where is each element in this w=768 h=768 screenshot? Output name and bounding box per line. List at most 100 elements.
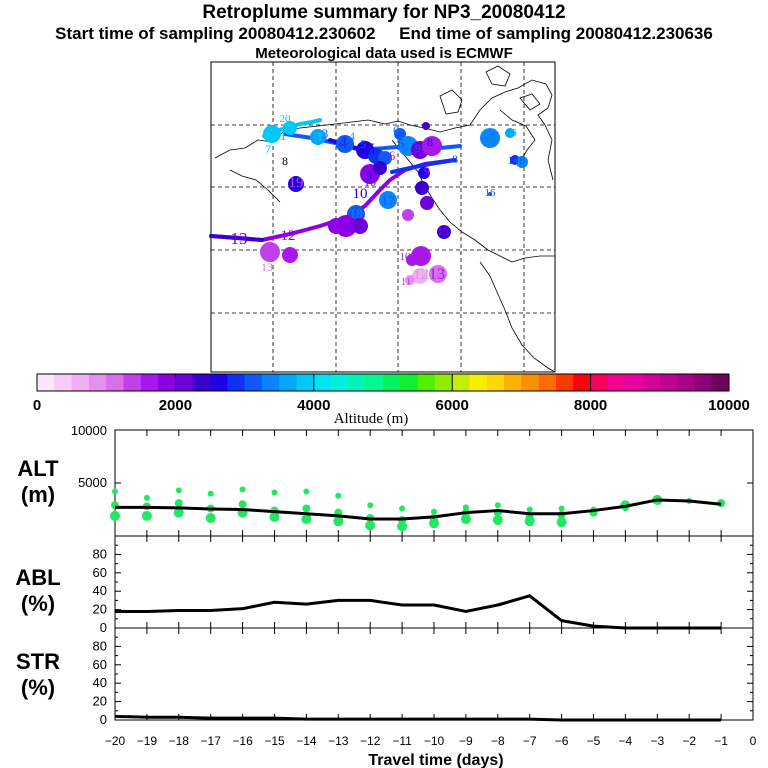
altitude-scatter-point bbox=[141, 510, 152, 521]
plume-day-label: 20 bbox=[280, 113, 292, 125]
colorbar-tick-label: 8000 bbox=[574, 397, 607, 414]
plume-cluster-dot bbox=[263, 125, 281, 143]
plume-day-label: 6 bbox=[393, 123, 399, 137]
x-tick-label: −1 bbox=[714, 734, 728, 748]
plume-day-label: 9 bbox=[415, 141, 421, 155]
altitude-scatter-point bbox=[173, 507, 184, 518]
y-tick-label: 80 bbox=[93, 546, 107, 561]
colorbar-cell bbox=[607, 374, 626, 391]
colorbar-cell bbox=[556, 374, 574, 391]
plume-cluster-dot bbox=[412, 268, 428, 284]
plume-cluster-dot bbox=[336, 135, 354, 153]
colorbar-cell bbox=[244, 374, 263, 391]
colorbar-cell bbox=[37, 374, 55, 391]
colorbar-cells bbox=[37, 374, 730, 391]
colorbar-cell bbox=[538, 374, 557, 391]
plume-cluster-dot bbox=[328, 218, 344, 234]
colorbar-cell bbox=[88, 374, 107, 391]
colorbar-cell bbox=[348, 374, 367, 391]
altitude-colorbar: 0 2000 4000 6000 8000 10000 Altitude (m) bbox=[33, 373, 750, 427]
altitude-scatter-point bbox=[333, 516, 344, 527]
y-tick-label: 40 bbox=[93, 675, 107, 690]
x-tick-label: −7 bbox=[523, 734, 537, 748]
time-series-panels: 100005000ALT(m)806040200ABL(%)806040200S… bbox=[15, 423, 756, 748]
plume-cluster-dot bbox=[437, 225, 451, 239]
plume-day-label: 16 bbox=[485, 187, 497, 199]
series-line bbox=[115, 498, 722, 521]
map-frame bbox=[210, 61, 556, 373]
x-tick-labels: −20 −19 −18 −17 −16 −15 −14 −13 −12 −11 −10 −9 −8 −7−… bbox=[105, 734, 757, 748]
plume-cluster-dot bbox=[488, 192, 492, 196]
y-tick-label: 5000 bbox=[78, 475, 107, 490]
colorbar-cell bbox=[400, 374, 419, 391]
colorbar-cell bbox=[313, 374, 332, 391]
plume-day-label: 8 bbox=[452, 152, 458, 166]
panel-abl: 80 60 40 20 0 ABL(%) bbox=[15, 535, 754, 635]
y-tick-label: 80 bbox=[93, 638, 107, 653]
altitude-scatter-point bbox=[174, 499, 183, 508]
x-tick-label: −3 bbox=[650, 734, 664, 748]
plume-cluster-dot bbox=[415, 181, 429, 195]
x-tick-label: −15 bbox=[264, 734, 285, 748]
panel-frame bbox=[114, 627, 754, 721]
colorbar-cell bbox=[711, 374, 730, 391]
plume-cluster-dot bbox=[429, 265, 447, 283]
plume-cluster-dot bbox=[402, 209, 414, 221]
plume-cluster-dot bbox=[513, 158, 517, 162]
sampling-times: Start time of sampling 20080412.230602 E… bbox=[0, 24, 768, 44]
colorbar-cell bbox=[175, 374, 194, 391]
coastline-path bbox=[479, 261, 556, 373]
plume-clusters bbox=[260, 121, 528, 285]
plume-cluster-dot bbox=[405, 275, 415, 285]
plume-day-label: 6 bbox=[389, 148, 396, 163]
x-tick-label: −4 bbox=[619, 734, 633, 748]
panel-label: (m) bbox=[21, 482, 55, 507]
colorbar-ticks: 0 2000 4000 6000 8000 10000 bbox=[33, 374, 750, 414]
x-tick-label: −16 bbox=[232, 734, 253, 748]
map-graticule bbox=[211, 62, 555, 372]
plume-day-label: 13 bbox=[429, 266, 445, 283]
end-time-label: End time of sampling 20080412.230636 bbox=[399, 24, 713, 43]
colorbar-tick-label: 10000 bbox=[708, 397, 750, 414]
trajectory-path bbox=[390, 158, 457, 174]
plume-day-label: 11 bbox=[401, 276, 412, 288]
x-tick-label: −8 bbox=[491, 734, 505, 748]
plume-day-label: 6 bbox=[511, 127, 517, 139]
colorbar-cell bbox=[158, 374, 176, 391]
panel-alt: 10000 5000 ALT(m) bbox=[17, 423, 754, 537]
colorbar-cell bbox=[296, 374, 315, 391]
plume-day-label: 9 bbox=[366, 169, 372, 183]
altitude-scatter-point bbox=[143, 494, 150, 501]
plume-day-label: 10 bbox=[364, 175, 376, 189]
altitude-scatter-point bbox=[271, 489, 278, 496]
plume-day-label: 19 bbox=[334, 216, 347, 231]
plume-day-label: 9 bbox=[424, 164, 430, 178]
x-tick-label: −12 bbox=[360, 734, 381, 748]
x-tick-label: −6 bbox=[555, 734, 569, 748]
coastline-path bbox=[499, 109, 536, 163]
altitude-scatter-point bbox=[431, 508, 437, 515]
colorbar-tick-label: 0 bbox=[33, 397, 41, 414]
plume-day-label: 10 bbox=[400, 251, 412, 263]
plume-day-label: 15 bbox=[437, 224, 449, 238]
altitude-scatter-point bbox=[112, 488, 118, 495]
plume-cluster-dot bbox=[516, 156, 528, 168]
colorbar-cell bbox=[521, 374, 540, 391]
y-tick-label: 60 bbox=[93, 657, 107, 672]
y-tick-label: 40 bbox=[93, 583, 107, 598]
colorbar-cell bbox=[192, 374, 211, 391]
colorbar-cell bbox=[573, 374, 592, 391]
plume-day-label: 8 bbox=[282, 154, 288, 168]
colorbar-cell bbox=[694, 374, 713, 391]
colorbar-cell bbox=[54, 374, 73, 391]
colorbar-cell bbox=[210, 374, 228, 391]
altitude-scatter-point bbox=[269, 511, 280, 522]
series-line bbox=[114, 714, 722, 722]
island-outline bbox=[519, 93, 541, 111]
colorbar-cell bbox=[106, 374, 124, 391]
altitude-scatter-point bbox=[205, 512, 216, 523]
colorbar-cell bbox=[625, 374, 643, 391]
x-tick-label: 0 bbox=[750, 734, 757, 748]
plume-day-label: 4 bbox=[339, 133, 348, 152]
